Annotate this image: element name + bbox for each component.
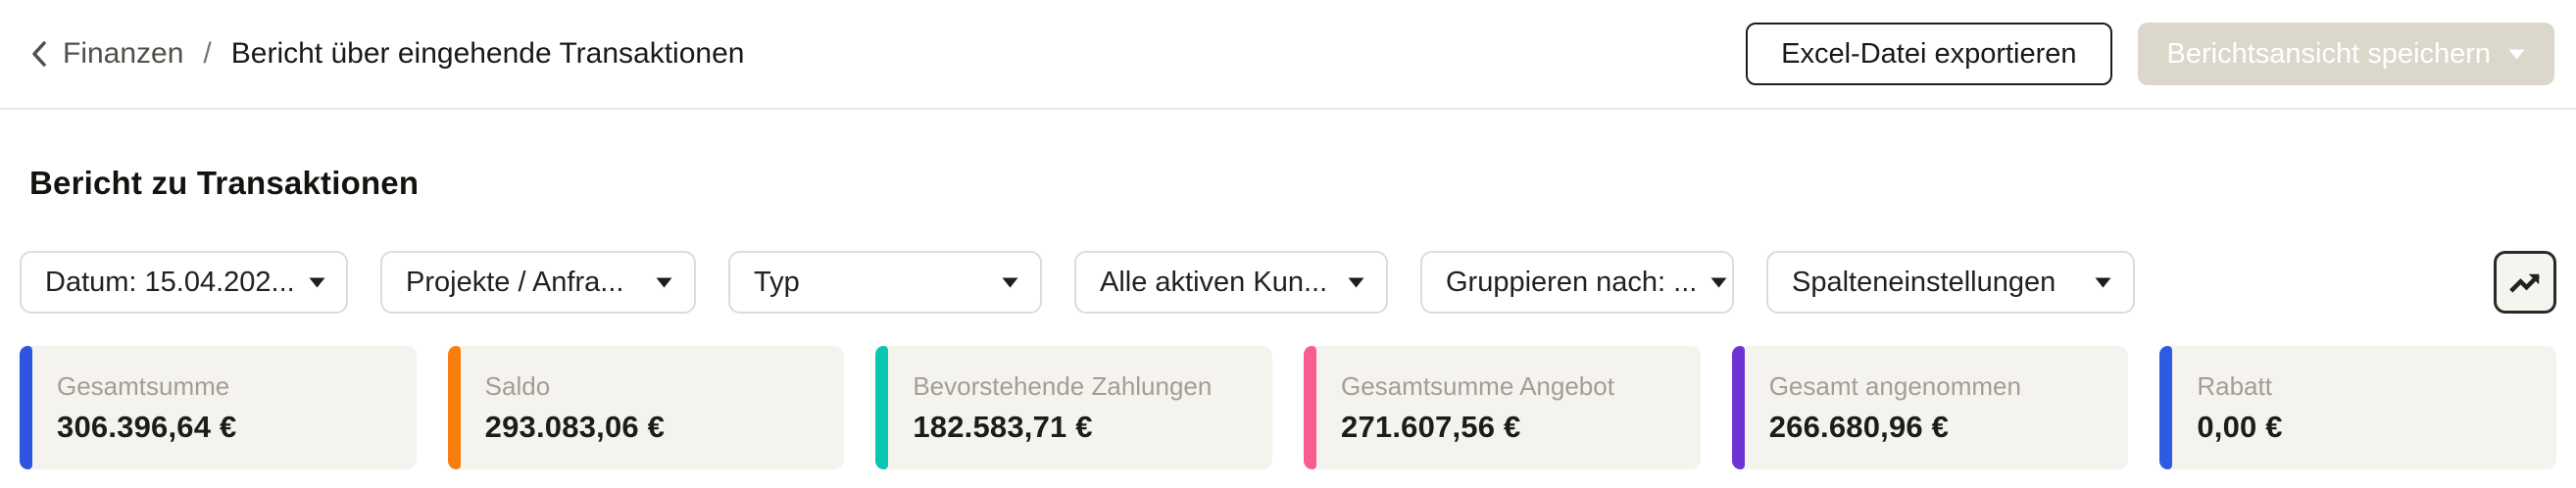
chevron-left-icon (32, 41, 46, 67)
filter-label: Projekte / Anfra... (406, 266, 624, 298)
summary-card-total: Gesamtsumme 306.396,64 € (20, 346, 417, 469)
top-bar: Finanzen / Bericht über eingehende Trans… (0, 0, 2576, 110)
card-value: 266.680,96 € (1768, 409, 1950, 444)
card-value: 306.396,64 € (57, 409, 237, 444)
card-label: Gesamtsumme (57, 370, 230, 401)
filter-column-settings-dropdown[interactable]: Spalteneinstellungen (1766, 251, 2135, 314)
card-body: Saldo 293.083,06 € (448, 371, 665, 445)
card-accent-bar (1304, 346, 1317, 469)
card-label: Gesamtsumme Angebot (1341, 370, 1614, 401)
card-body: Rabatt 0,00 € (2159, 371, 2282, 445)
report-section: Bericht zu Transaktionen Datum: 15.04.20… (0, 165, 2576, 469)
breadcrumb-current-page: Bericht über eingehende Transaktionen (230, 37, 745, 70)
summary-card-total-accepted: Gesamt angenommen 266.680,96 € (1731, 346, 2129, 469)
export-excel-button[interactable]: Excel-Datei exportieren (1746, 23, 2112, 85)
card-accent-bar (447, 346, 461, 469)
caret-down-icon (656, 277, 672, 287)
card-body: Gesamtsumme Angebot 271.607,56 € (1304, 371, 1614, 445)
summary-card-quote-total: Gesamtsumme Angebot 271.607,56 € (1304, 346, 1701, 469)
card-value: 293.083,06 € (484, 409, 666, 444)
header-actions: Excel-Datei exportieren Berichtsansicht … (1746, 23, 2554, 85)
filter-toolbar: Datum: 15.04.202... Projekte / Anfra... … (20, 251, 2556, 314)
filter-type-dropdown[interactable]: Typ (728, 251, 1042, 314)
filter-label: Spalteneinstellungen (1792, 266, 2056, 298)
filter-group-by-dropdown[interactable]: Gruppieren nach: ... (1420, 251, 1734, 314)
filter-label: Alle aktiven Kun... (1100, 266, 1328, 298)
caret-down-icon (1348, 277, 1364, 287)
card-accent-bar (1731, 346, 1745, 469)
card-body: Bevorstehende Zahlungen 182.583,71 € (875, 371, 1212, 445)
breadcrumb: Finanzen / Bericht über eingehende Trans… (29, 37, 744, 71)
filter-label: Datum: 15.04.202... (45, 266, 295, 298)
page-title: Bericht zu Transaktionen (29, 165, 420, 201)
card-label: Gesamt angenommen (1768, 370, 2021, 401)
card-value: 0,00 € (2197, 409, 2283, 444)
summary-cards-row: Gesamtsumme 306.396,64 € Saldo 293.083,0… (20, 346, 2557, 469)
card-label: Saldo (484, 370, 551, 401)
breadcrumb-parent-label: Finanzen (63, 37, 184, 70)
card-accent-bar (20, 346, 32, 469)
caret-down-icon (309, 277, 325, 287)
trending-up-icon (2509, 273, 2541, 293)
breadcrumb-back-link[interactable]: Finanzen (29, 37, 183, 71)
filter-customers-dropdown[interactable]: Alle aktiven Kun... (1074, 251, 1388, 314)
filter-date-dropdown[interactable]: Datum: 15.04.202... (20, 251, 348, 314)
save-report-view-label: Berichtsansicht speichern (2166, 37, 2491, 70)
card-value: 182.583,71 € (913, 409, 1093, 444)
card-accent-bar (2159, 346, 2173, 469)
filter-label: Typ (754, 266, 800, 298)
caret-down-icon (2095, 277, 2111, 287)
summary-card-discount: Rabatt 0,00 € (2159, 346, 2557, 469)
card-accent-bar (875, 346, 889, 469)
card-value: 271.607,56 € (1341, 409, 1521, 444)
card-label: Bevorstehende Zahlungen (913, 370, 1213, 401)
caret-down-icon (1710, 277, 1727, 287)
card-label: Rabatt (2197, 370, 2272, 401)
caret-down-icon (2508, 49, 2525, 59)
filter-projects-dropdown[interactable]: Projekte / Anfra... (380, 251, 696, 314)
filter-label: Gruppieren nach: ... (1446, 266, 1698, 298)
caret-down-icon (1002, 277, 1018, 287)
card-body: Gesamt angenommen 266.680,96 € (1732, 371, 2021, 445)
summary-card-balance: Saldo 293.083,06 € (447, 346, 845, 469)
summary-card-upcoming-payments: Bevorstehende Zahlungen 182.583,71 € (875, 346, 1273, 469)
chart-view-button[interactable] (2494, 251, 2556, 314)
card-body: Gesamtsumme 306.396,64 € (20, 371, 236, 445)
save-report-view-button[interactable]: Berichtsansicht speichern (2137, 23, 2554, 85)
breadcrumb-separator: / (203, 37, 212, 70)
